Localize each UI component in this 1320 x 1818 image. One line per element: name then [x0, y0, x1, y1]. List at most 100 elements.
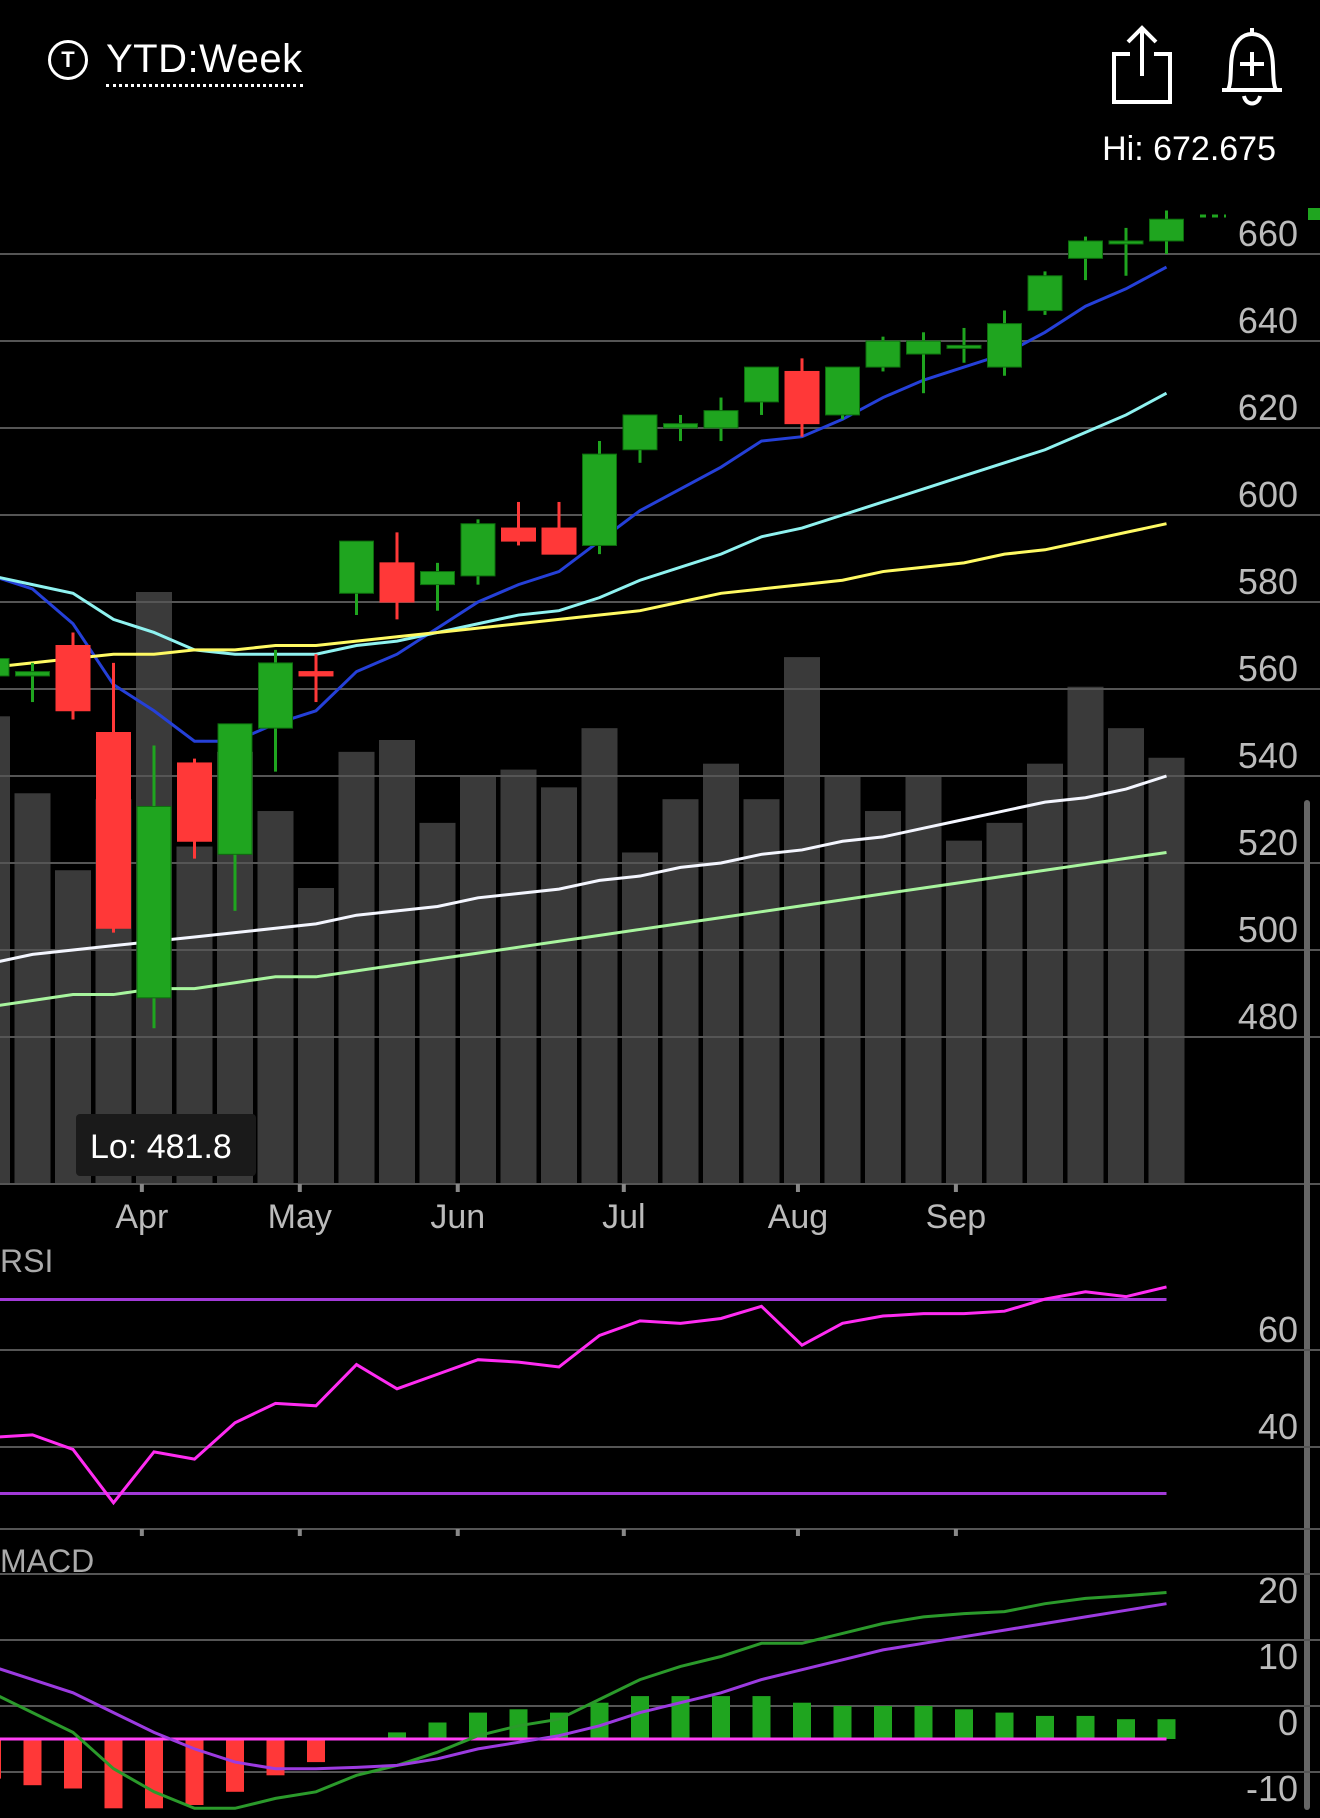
macd-histogram-bar: [388, 1732, 406, 1739]
candle-body: [96, 732, 131, 929]
month-label: May: [268, 1198, 332, 1236]
macd-axis-label: -10: [1246, 1768, 1298, 1809]
candle-body: [258, 662, 293, 729]
price-axis-label: 640: [1238, 300, 1298, 341]
moving-average-line: [0, 265, 1168, 743]
macd-histogram-bar: [266, 1739, 285, 1776]
moving-average-line: [0, 391, 1168, 656]
price-axis-label: 580: [1238, 561, 1298, 602]
macd-histogram-bar: [185, 1739, 204, 1805]
volume-bar: [419, 822, 456, 1184]
share-icon[interactable]: [1110, 24, 1174, 106]
volume-bar: [14, 793, 51, 1184]
high-label: Hi: 672.675: [1102, 130, 1276, 168]
month-label: Aug: [768, 1198, 829, 1236]
signal-line: [0, 1602, 1167, 1771]
price-axis-label: 520: [1238, 822, 1298, 863]
macd-axis-label: 10: [1258, 1636, 1298, 1677]
candle-body: [784, 370, 820, 425]
candle-body: [501, 527, 536, 542]
macd-histogram-bar: [833, 1706, 852, 1739]
volume-bar: [257, 811, 294, 1184]
month-label: Sep: [926, 1198, 987, 1236]
candle-body: [55, 645, 91, 712]
candle-body: [865, 340, 901, 368]
volume-bar: [1108, 728, 1144, 1184]
candle-body: [15, 671, 50, 677]
bell-plus-icon[interactable]: [1218, 22, 1286, 108]
macd-histogram-bar: [145, 1739, 163, 1809]
moving-average-line: [0, 522, 1167, 668]
candle-body: [703, 410, 739, 429]
chart-header: T YTD:Week: [0, 0, 1320, 130]
month-label: Jul: [602, 1198, 645, 1236]
low-label: Lo: 481.8: [90, 1128, 232, 1166]
price-axis-label: 480: [1238, 996, 1298, 1037]
macd-histogram-bar: [955, 1709, 973, 1739]
price-axis-label: 540: [1238, 735, 1298, 776]
rsi-axis-label: 60: [1258, 1309, 1298, 1350]
candle-body: [744, 366, 779, 403]
volume-bar: [622, 852, 658, 1184]
rsi-line: [0, 1285, 1167, 1506]
macd-histogram-bar: [23, 1739, 42, 1786]
volume-bar: [1067, 686, 1104, 1184]
volume-bar: [1148, 757, 1185, 1184]
candle-body: [298, 671, 334, 677]
candle-body: [1068, 240, 1103, 259]
volume-bar: [824, 775, 861, 1184]
volume-bar: [986, 822, 1023, 1184]
macd-histogram-bar: [671, 1696, 690, 1739]
volume-bar: [905, 775, 942, 1184]
candle-body: [582, 453, 617, 546]
macd-histogram-bar: [995, 1712, 1014, 1739]
candle-body: [217, 723, 253, 855]
macd-histogram-bar: [1036, 1715, 1054, 1739]
volume-bar: [784, 657, 820, 1184]
price-axis-label: 500: [1238, 909, 1298, 950]
timeframe-selector[interactable]: YTD:Week: [106, 36, 303, 87]
price-axis-label: 660: [1238, 213, 1298, 254]
candle-body: [946, 344, 982, 349]
macd-histogram-bar: [1117, 1719, 1135, 1739]
macd-histogram-bar: [752, 1696, 771, 1739]
volume-bar: [460, 775, 496, 1184]
macd-histogram-bar: [712, 1696, 730, 1739]
volume-bar: [541, 787, 577, 1184]
macd-histogram-bar: [874, 1706, 892, 1739]
macd-histogram-bar: [0, 1739, 1, 1779]
volume-bar: [662, 799, 699, 1184]
macd-histogram-bar: [64, 1739, 82, 1789]
offscreen-candle: [1308, 208, 1320, 220]
candle-body: [1027, 275, 1063, 312]
candle-body: [420, 571, 455, 586]
candle-body: [1108, 240, 1144, 245]
scrollbar: [1304, 800, 1310, 1810]
moving-average-line: [0, 774, 1167, 963]
volume-ma-line: [0, 850, 1167, 1007]
candle-body: [663, 423, 698, 429]
macd-histogram-bar: [590, 1702, 609, 1739]
candle-body: [177, 762, 212, 842]
volume-bar: [946, 840, 982, 1184]
candle-body: [460, 523, 496, 577]
month-label: Apr: [115, 1198, 168, 1236]
volume-bar: [581, 728, 618, 1184]
candle-body: [987, 323, 1022, 368]
volume-bar: [500, 769, 537, 1184]
macd-axis-label: 0: [1278, 1702, 1298, 1743]
month-label: Jun: [430, 1198, 485, 1236]
macd-histogram-bar: [226, 1739, 244, 1792]
volume-bar: [1027, 763, 1063, 1184]
rsi-axis-label: 40: [1258, 1406, 1298, 1447]
macd-line: [0, 1590, 1167, 1810]
macd-histogram-bar: [307, 1739, 325, 1763]
price-axis-label: 560: [1238, 648, 1298, 689]
macd-axis-label: 20: [1258, 1570, 1298, 1611]
volume-bar: [703, 763, 739, 1184]
candle-body: [1149, 218, 1184, 242]
macd-histogram-bar: [104, 1739, 123, 1809]
volume-bar: [865, 811, 901, 1184]
macd-histogram-bar: [1076, 1715, 1095, 1739]
